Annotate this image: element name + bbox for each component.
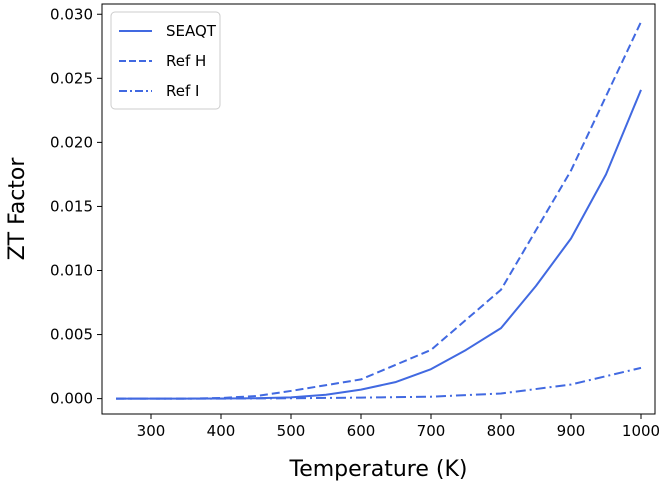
x-axis: 300 400 500 600 700 800 900 1000 — [137, 414, 660, 440]
legend-label: Ref H — [166, 52, 206, 70]
x-tick-label: 600 — [347, 422, 376, 440]
x-tick-label: 900 — [557, 422, 586, 440]
y-axis: 0.000 0.005 0.010 0.015 0.020 0.025 0.030 — [50, 5, 102, 408]
legend: SEAQT Ref H Ref I — [110, 11, 221, 110]
legend-label: SEAQT — [166, 22, 217, 40]
y-tick-label: 0.020 — [50, 133, 93, 151]
x-tick-label: 400 — [207, 422, 236, 440]
x-tick-label: 700 — [417, 422, 446, 440]
plot-frame — [101, 3, 656, 415]
y-tick-label: 0.005 — [50, 326, 93, 344]
legend-label: Ref I — [166, 82, 199, 100]
series-line-seaqt — [116, 89, 642, 400]
y-tick-label: 0.025 — [50, 69, 93, 87]
plot-lines — [116, 21, 642, 400]
y-axis-label: ZT Factor — [5, 157, 30, 261]
x-tick-label: 500 — [277, 422, 306, 440]
x-tick-label: 800 — [487, 422, 516, 440]
x-axis-label: Temperature (K) — [289, 457, 468, 482]
x-tick-label: 1000 — [622, 422, 660, 440]
y-tick-label: 0.030 — [50, 5, 93, 23]
x-tick-label: 300 — [137, 422, 166, 440]
series-line-ref-h — [116, 21, 642, 400]
y-tick-label: 0.010 — [50, 262, 93, 280]
y-tick-label: 0.015 — [50, 197, 93, 215]
series-line-ref-i — [116, 366, 642, 400]
y-tick-label: 0.000 — [50, 390, 93, 408]
legend-box — [110, 11, 221, 110]
